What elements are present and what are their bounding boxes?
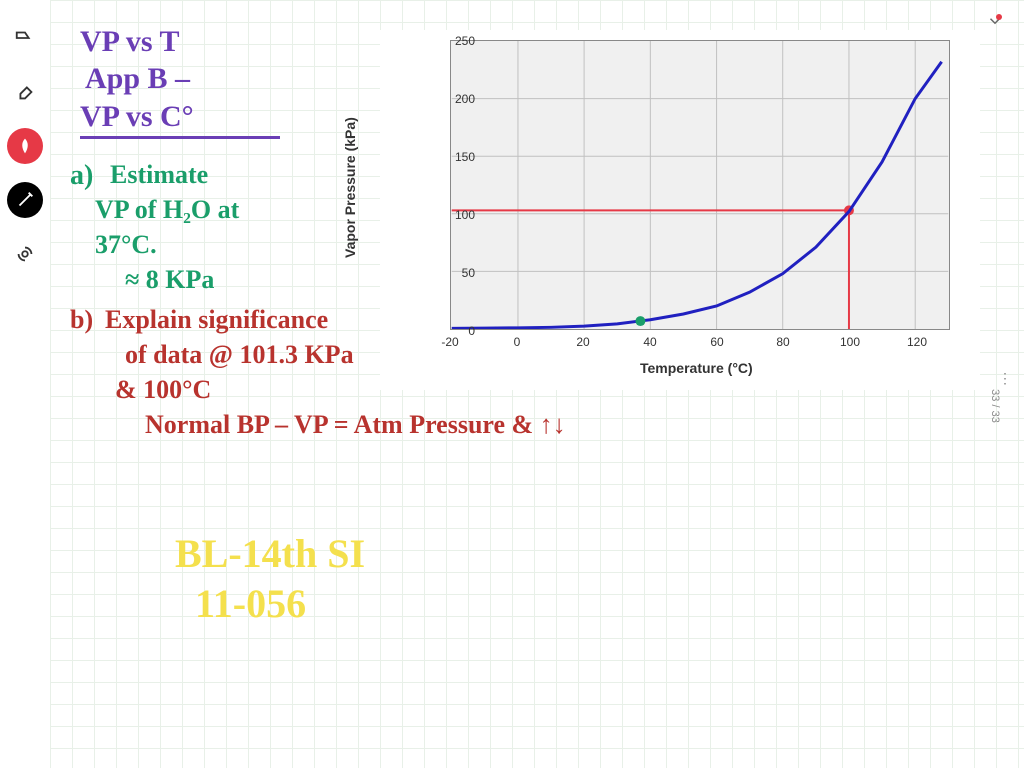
x-tick: 80 (768, 335, 798, 349)
part-b-answer: Normal BP – VP = Atm Pressure & ↑↓ (145, 410, 566, 440)
part-a-text3: 37°C. (95, 230, 157, 260)
title-line3: VP vs C° (80, 100, 280, 139)
part-a-text1: Estimate (110, 160, 208, 190)
shape-tool-icon[interactable] (7, 20, 43, 56)
x-tick: 100 (835, 335, 865, 349)
chart-svg (451, 41, 949, 329)
x-tick: 20 (568, 335, 598, 349)
cast-icon[interactable] (7, 236, 43, 272)
eraser-tool-icon[interactable] (7, 74, 43, 110)
pen-red-icon[interactable] (7, 128, 43, 164)
x-tick: 0 (502, 335, 532, 349)
part-a-text2: VP of H₂O at (95, 195, 239, 225)
part-a-label: a) (70, 160, 93, 192)
x-tick: 120 (902, 335, 932, 349)
x-axis-label: Temperature (°C) (640, 360, 753, 376)
vapor-pressure-chart: Vapor Pressure (kPa) Temperature (°C) (380, 30, 980, 390)
more-icon[interactable]: ⋮ (998, 370, 1012, 387)
left-toolbar (0, 0, 50, 768)
x-tick: -20 (435, 335, 465, 349)
status-dot (996, 14, 1002, 20)
pen-black-icon[interactable] (7, 182, 43, 218)
reference-line2: 11-056 (195, 580, 306, 627)
y-tick: 100 (440, 208, 475, 222)
y-tick: 150 (440, 150, 475, 164)
x-tick: 60 (702, 335, 732, 349)
part-a-answer: ≈ 8 KPa (125, 265, 214, 295)
y-tick: 50 (440, 266, 475, 280)
y-tick: 200 (440, 92, 475, 106)
reference-line1: BL-14th SI (175, 530, 365, 577)
part-b-label: b) (70, 305, 93, 335)
y-axis-label: Vapor Pressure (kPa) (342, 117, 358, 258)
title-line2: App B – (85, 62, 190, 96)
part-b-text3: & 100°C (115, 375, 211, 405)
chart-plot-area (450, 40, 950, 330)
page-indicator: 33 / 33 (989, 389, 1001, 423)
title-line1: VP vs T (80, 25, 179, 59)
y-tick: 250 (440, 34, 475, 48)
part-b-text1: Explain significance (105, 305, 328, 335)
x-tick: 40 (635, 335, 665, 349)
part-b-text2: of data @ 101.3 KPa (125, 340, 354, 370)
